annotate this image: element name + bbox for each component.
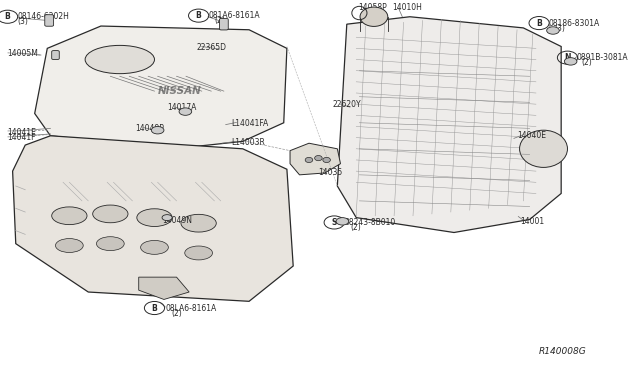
Polygon shape bbox=[35, 26, 287, 149]
Polygon shape bbox=[337, 17, 561, 232]
Text: 14005M: 14005M bbox=[8, 49, 38, 58]
Text: B: B bbox=[152, 304, 157, 312]
Text: (2): (2) bbox=[351, 223, 362, 232]
Ellipse shape bbox=[520, 130, 568, 167]
Ellipse shape bbox=[52, 207, 87, 225]
Ellipse shape bbox=[185, 246, 212, 260]
Ellipse shape bbox=[141, 240, 168, 254]
Ellipse shape bbox=[137, 209, 172, 227]
Text: L14003R: L14003R bbox=[231, 138, 265, 147]
Text: (2): (2) bbox=[581, 58, 592, 67]
Ellipse shape bbox=[93, 205, 128, 223]
Text: 22620Y: 22620Y bbox=[333, 100, 362, 109]
Ellipse shape bbox=[323, 157, 330, 163]
Text: B: B bbox=[536, 19, 542, 28]
Ellipse shape bbox=[56, 238, 83, 253]
Text: 14010H: 14010H bbox=[392, 3, 422, 12]
Ellipse shape bbox=[85, 45, 154, 74]
Text: 14001: 14001 bbox=[520, 217, 544, 226]
Text: 08243-8B010: 08243-8B010 bbox=[344, 218, 396, 227]
Ellipse shape bbox=[179, 108, 192, 115]
Text: 08LA6-8161A: 08LA6-8161A bbox=[165, 304, 216, 312]
Text: 0891B-3081A: 0891B-3081A bbox=[577, 53, 628, 62]
FancyBboxPatch shape bbox=[220, 18, 228, 30]
Text: R140008G: R140008G bbox=[539, 347, 587, 356]
Text: (3): (3) bbox=[18, 17, 29, 26]
Ellipse shape bbox=[181, 214, 216, 232]
Text: 14049P: 14049P bbox=[136, 124, 164, 133]
Text: B: B bbox=[4, 12, 10, 21]
Ellipse shape bbox=[564, 58, 577, 65]
Text: L14041FA: L14041FA bbox=[231, 119, 268, 128]
Ellipse shape bbox=[151, 126, 164, 134]
Text: N: N bbox=[564, 53, 571, 62]
Text: 081A6-8161A: 081A6-8161A bbox=[208, 11, 260, 20]
Text: 14041F: 14041F bbox=[8, 133, 36, 142]
Text: 22365D: 22365D bbox=[196, 43, 227, 52]
Text: (2): (2) bbox=[214, 16, 225, 25]
Polygon shape bbox=[13, 136, 293, 301]
Text: 14040E: 14040E bbox=[517, 131, 546, 140]
Ellipse shape bbox=[547, 27, 559, 34]
Ellipse shape bbox=[162, 215, 172, 221]
FancyBboxPatch shape bbox=[45, 15, 54, 26]
Text: B: B bbox=[196, 11, 202, 20]
Text: (2): (2) bbox=[172, 309, 182, 318]
Text: (3): (3) bbox=[555, 24, 566, 33]
Ellipse shape bbox=[336, 218, 349, 225]
Text: 14041E: 14041E bbox=[8, 128, 36, 137]
Text: 14035: 14035 bbox=[319, 169, 342, 177]
Ellipse shape bbox=[360, 7, 388, 26]
Text: 14017A: 14017A bbox=[167, 103, 196, 112]
Text: 08186-8301A: 08186-8301A bbox=[548, 19, 600, 28]
FancyBboxPatch shape bbox=[52, 51, 60, 60]
Polygon shape bbox=[139, 277, 189, 299]
Text: 14049N: 14049N bbox=[163, 216, 193, 225]
Text: 08146-6202H: 08146-6202H bbox=[18, 12, 70, 21]
Text: 14058P: 14058P bbox=[358, 3, 387, 12]
Text: S: S bbox=[332, 218, 337, 227]
Text: NISSAN: NISSAN bbox=[158, 86, 202, 96]
Polygon shape bbox=[290, 143, 340, 175]
Ellipse shape bbox=[305, 157, 313, 163]
Ellipse shape bbox=[315, 155, 322, 161]
Ellipse shape bbox=[97, 237, 124, 251]
